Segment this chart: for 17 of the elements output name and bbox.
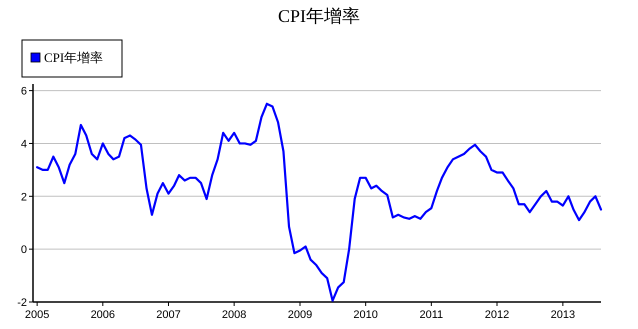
- chart-title: CPI年增率: [278, 6, 360, 26]
- x-tick-label: 2012: [484, 309, 510, 321]
- x-tick-label: 2007: [156, 309, 181, 321]
- x-tick-label: 2008: [222, 309, 246, 321]
- x-tick-label: 2013: [550, 309, 576, 321]
- x-tick-label: 2009: [288, 309, 312, 321]
- x-tick-label: 2011: [420, 309, 444, 321]
- y-tick-label: 4: [20, 138, 27, 150]
- x-tick-label: 2006: [90, 309, 116, 321]
- y-tick-label: 2: [20, 191, 27, 204]
- x-tick-label: 2005: [24, 309, 50, 321]
- y-tick-label: 6: [20, 86, 27, 98]
- y-tick-label: 0: [20, 244, 27, 256]
- y-tick-label: -2: [17, 297, 27, 309]
- legend-label: CPI年增率: [44, 50, 104, 65]
- line-series: [36, 102, 602, 302]
- x-tick-label: 2010: [353, 309, 378, 321]
